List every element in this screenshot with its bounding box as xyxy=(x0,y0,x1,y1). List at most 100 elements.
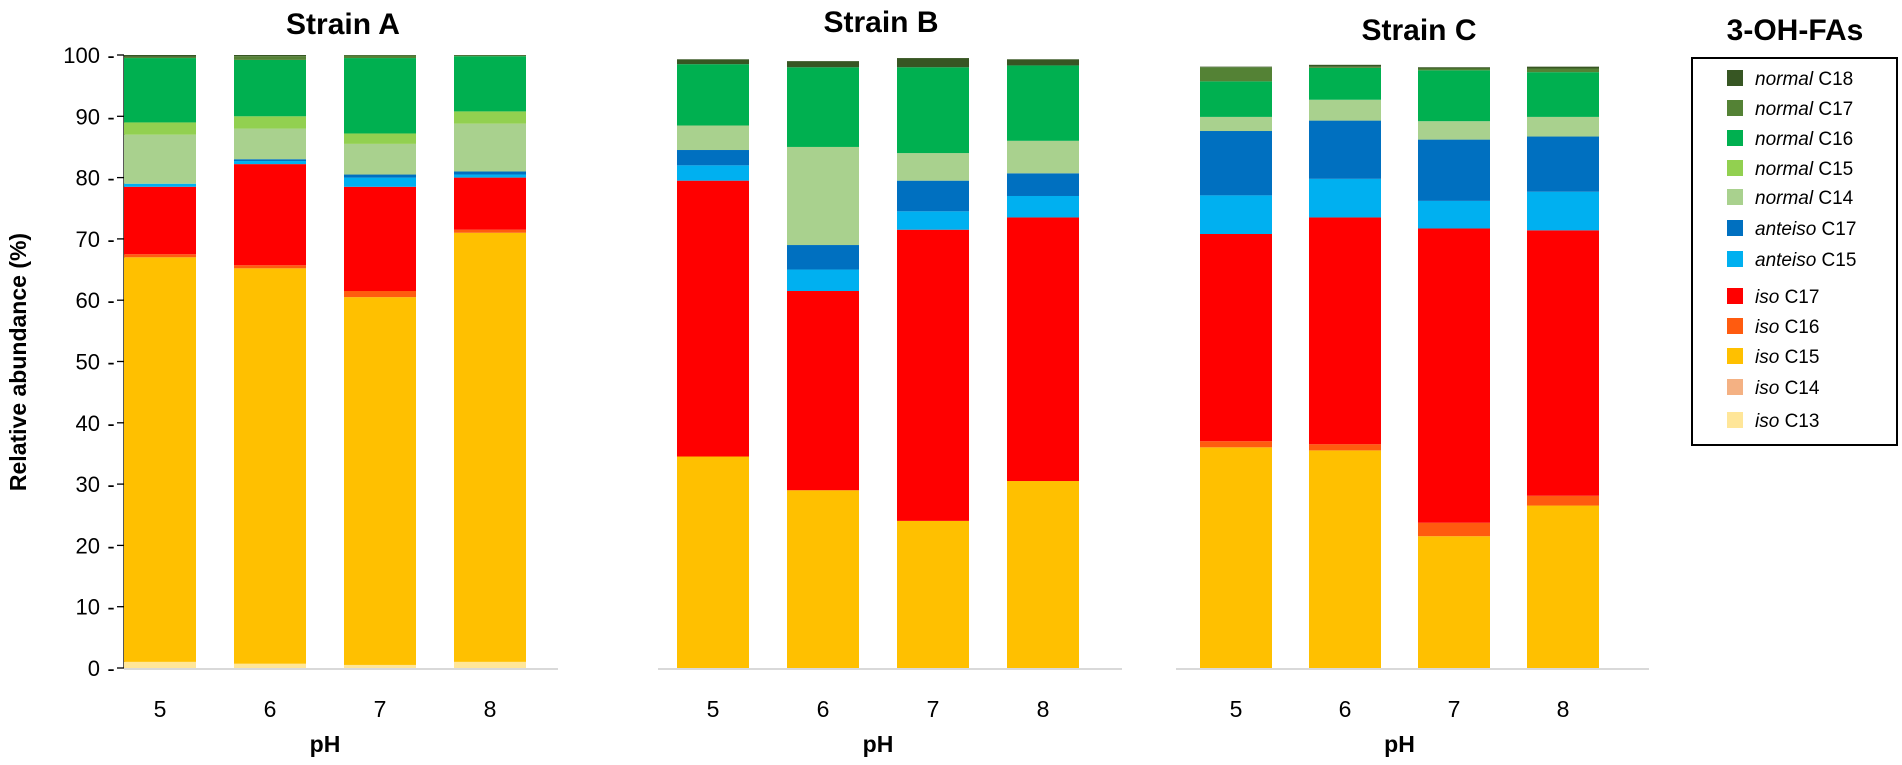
bar-segment-n14 xyxy=(344,143,416,175)
bar-segment-a17 xyxy=(897,180,969,212)
bar-segment-i17 xyxy=(897,229,969,521)
legend: 3-OH-FAs normal C18 normal C17 normal C16 no… xyxy=(1691,14,1898,446)
x-axis-title: pH xyxy=(863,731,894,757)
bar-segment-n16 xyxy=(1527,72,1599,117)
bar-segment-n18 xyxy=(1007,59,1079,66)
y-tick-label: 100 xyxy=(63,43,100,68)
bar-segment-n16 xyxy=(897,67,969,154)
legend-swatch xyxy=(1727,130,1743,146)
legend-item-a17: anteiso C17 xyxy=(1727,219,1856,240)
legend-item-i13: iso C13 xyxy=(1727,411,1819,432)
x-tick-label: 7 xyxy=(374,696,387,722)
y-tick-dash: - xyxy=(107,411,114,436)
bar-segment-n18 xyxy=(1527,66,1599,69)
bar-segment-a17 xyxy=(1007,173,1079,196)
bar-segment-i13 xyxy=(234,663,306,668)
bar-segment-i17 xyxy=(1418,228,1490,523)
bar-segment-n15 xyxy=(454,111,526,124)
legend-swatch xyxy=(1727,100,1743,116)
y-tick-label: 60 xyxy=(76,288,100,313)
y-axis-title: Relative abundance (%) xyxy=(5,233,31,491)
legend-swatch xyxy=(1727,379,1743,395)
y-tick-dash: - xyxy=(107,656,114,681)
bar-segment-i15 xyxy=(1309,450,1381,668)
y-axis: 0 -10 -20 -30 -40 -50 -60 -70 -80 -90 -100- xyxy=(63,43,125,681)
y-tick-label: 80 xyxy=(76,166,100,191)
y-tick-label: 30 xyxy=(76,472,100,497)
bar-segment-a15 xyxy=(1200,195,1272,234)
bar-segment-i17 xyxy=(1309,217,1381,445)
y-tick-label: 50 xyxy=(76,350,100,375)
bar-segment-i16 xyxy=(1200,441,1272,448)
bar-segment-i17 xyxy=(344,186,416,292)
legend-label: iso C17 xyxy=(1755,287,1819,308)
legend-item-i16: iso C16 xyxy=(1727,317,1819,338)
legend-swatch xyxy=(1727,220,1743,236)
x-tick-label: 8 xyxy=(484,696,497,722)
y-tick-label: 0 xyxy=(88,656,100,681)
legend-label: anteiso C15 xyxy=(1755,250,1856,271)
y-tick-label: 20 xyxy=(76,533,100,558)
legend-swatch xyxy=(1727,348,1743,364)
legend-swatch xyxy=(1727,318,1743,334)
bar-segment-i17 xyxy=(787,291,859,491)
legend-label: normal C16 xyxy=(1755,129,1853,150)
y-tick-dash: - xyxy=(107,595,114,620)
bar-segment-n18 xyxy=(1418,67,1490,69)
bar-segment-n14 xyxy=(787,146,859,246)
legend-item-n15: normal C15 xyxy=(1727,159,1853,180)
panel-strain-c: Strain C 5 6 7 8 pH xyxy=(1176,14,1649,757)
y-tick-dash: - xyxy=(107,350,114,375)
panel-title: Strain C xyxy=(1361,14,1476,47)
bar-segment-a15 xyxy=(124,183,196,187)
bar-segment-i16 xyxy=(344,291,416,298)
bar-segment-n16 xyxy=(124,58,196,123)
bar-segment-a15 xyxy=(677,165,749,181)
bar-segment-i15 xyxy=(124,257,196,662)
bar-segment-i15 xyxy=(1527,505,1599,668)
bar-segment-n14 xyxy=(454,123,526,172)
bar-segment-n15 xyxy=(344,133,416,144)
bar-segment-i15 xyxy=(1200,447,1272,668)
bar-segment-n14 xyxy=(1200,116,1272,132)
legend-item-a15: anteiso C15 xyxy=(1727,250,1856,271)
legend-label: iso C13 xyxy=(1755,411,1819,432)
bar-segment-i15 xyxy=(677,456,749,668)
bar-segment-a17 xyxy=(1418,139,1490,201)
y-tick-dash: - xyxy=(107,166,114,191)
bar-segment-n18 xyxy=(454,55,526,56)
legend-title: 3-OH-FAs xyxy=(1727,14,1864,47)
bar-segment-n16 xyxy=(1309,67,1381,100)
bar-segment-n16 xyxy=(234,59,306,117)
x-axis-title: pH xyxy=(1384,731,1415,757)
legend-item-i14: iso C14 xyxy=(1727,378,1820,399)
bar-segment-n17 xyxy=(124,56,196,59)
bar-segment-i13 xyxy=(454,661,526,668)
bar-segment-i17 xyxy=(124,186,196,255)
bar-segment-i16 xyxy=(1418,522,1490,537)
bar-segment-n15 xyxy=(124,122,196,135)
y-tick-dash: - xyxy=(107,43,114,68)
bar-segment-i17 xyxy=(677,180,749,457)
bar-segment-n18 xyxy=(344,55,416,56)
bar-segment-n18 xyxy=(787,61,859,68)
bar-segment-a15 xyxy=(1527,191,1599,231)
bar-segment-n18 xyxy=(234,55,306,57)
bar-segment-i17 xyxy=(454,177,526,230)
bar-segment-a17 xyxy=(677,150,749,166)
x-axis-title: pH xyxy=(310,731,341,757)
x-tick-label: 8 xyxy=(1557,696,1570,722)
panel-title: Strain B xyxy=(823,6,938,39)
bar-segment-i17 xyxy=(1007,217,1079,482)
bar-segment-a17 xyxy=(234,159,306,162)
bar-segment-n18 xyxy=(1200,66,1272,68)
bar-segment-n17 xyxy=(454,55,526,57)
legend-item-n16: normal C16 xyxy=(1727,129,1853,150)
legend-item-n14: normal C14 xyxy=(1727,188,1854,209)
bar-segment-i15 xyxy=(787,490,859,668)
bar-segment-i17 xyxy=(1527,230,1599,496)
y-tick-label: 10 xyxy=(76,595,100,620)
legend-item-n17: normal C17 xyxy=(1727,99,1853,120)
x-tick-label: 5 xyxy=(707,696,720,722)
bar-segment-n18 xyxy=(897,58,969,68)
